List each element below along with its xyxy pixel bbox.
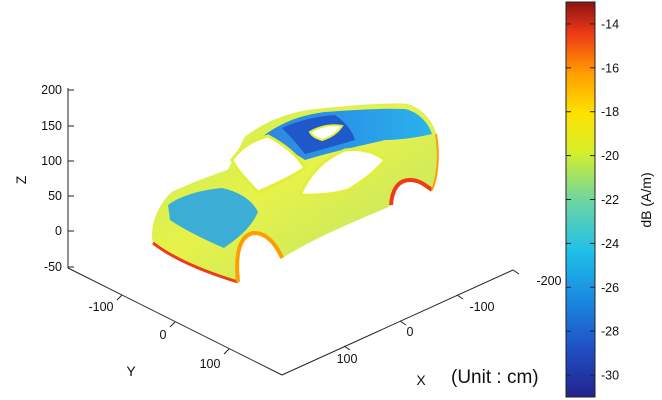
colorbar-tick-label: -24	[601, 237, 619, 251]
colorbar: -14 -16 -18 -20 -22 -24 -26 -28 -30 dB (A/m)	[565, 1, 654, 398]
front-edge-highlight	[152, 241, 239, 284]
colorbar-tick-label: -18	[601, 105, 619, 119]
colorbar-tick-label: -16	[601, 61, 619, 75]
colorbar-label: dB (A/m)	[638, 172, 654, 227]
x-tick-label: -200	[536, 274, 561, 288]
y-axis-line	[67, 267, 283, 376]
colorbar-tick-label: -22	[601, 193, 619, 207]
z-tick-label: -50	[44, 260, 62, 274]
colorbar-tick-label: -28	[601, 325, 619, 339]
colorbar-tick-label: -14	[601, 17, 619, 31]
hood-surface	[168, 188, 258, 248]
colorbar-tick-label: -30	[601, 369, 619, 383]
colorbar-tick-label: -26	[601, 281, 619, 295]
z-tick-label: 0	[55, 224, 62, 238]
x-tick-label: 100	[337, 352, 358, 366]
z-axis-label: Z	[13, 175, 29, 184]
x-tick-labels: 100 0 -100 -200	[337, 274, 562, 366]
car-surface	[152, 103, 439, 284]
roof-window-opening	[308, 124, 344, 142]
z-tick-label: 50	[48, 189, 62, 203]
tick-marks	[68, 89, 520, 355]
y-tick-label: 100	[200, 357, 221, 371]
x-tick-label: 0	[407, 325, 414, 339]
front-wheel-arch	[235, 230, 284, 283]
unit-note: (Unit : cm)	[451, 367, 539, 388]
windshield-opening	[230, 134, 308, 194]
z-tick-label: 100	[41, 154, 62, 168]
side-window-opening	[297, 148, 388, 197]
x-tick-label: -100	[469, 300, 494, 314]
rear-wheel-arch	[389, 177, 434, 206]
colorbar-ticks: -14 -16 -18 -20 -22 -24 -26 -28 -30	[566, 17, 619, 383]
y-axis-label: Y	[126, 363, 136, 379]
y-tick-label: -100	[88, 300, 113, 314]
x-axis-label: X	[416, 372, 426, 388]
z-tick-label: 200	[41, 83, 62, 97]
z-tick-label: 150	[41, 119, 62, 133]
axes	[67, 88, 514, 376]
rear-edge-highlight	[431, 133, 439, 191]
z-tick-labels: 200 150 100 50 0 -50	[41, 83, 62, 274]
y-tick-labels: -100 0 100	[88, 300, 220, 371]
y-tick-label: 0	[160, 328, 167, 342]
x-axis-line	[281, 269, 514, 376]
colorbar-tick-label: -20	[601, 149, 619, 163]
